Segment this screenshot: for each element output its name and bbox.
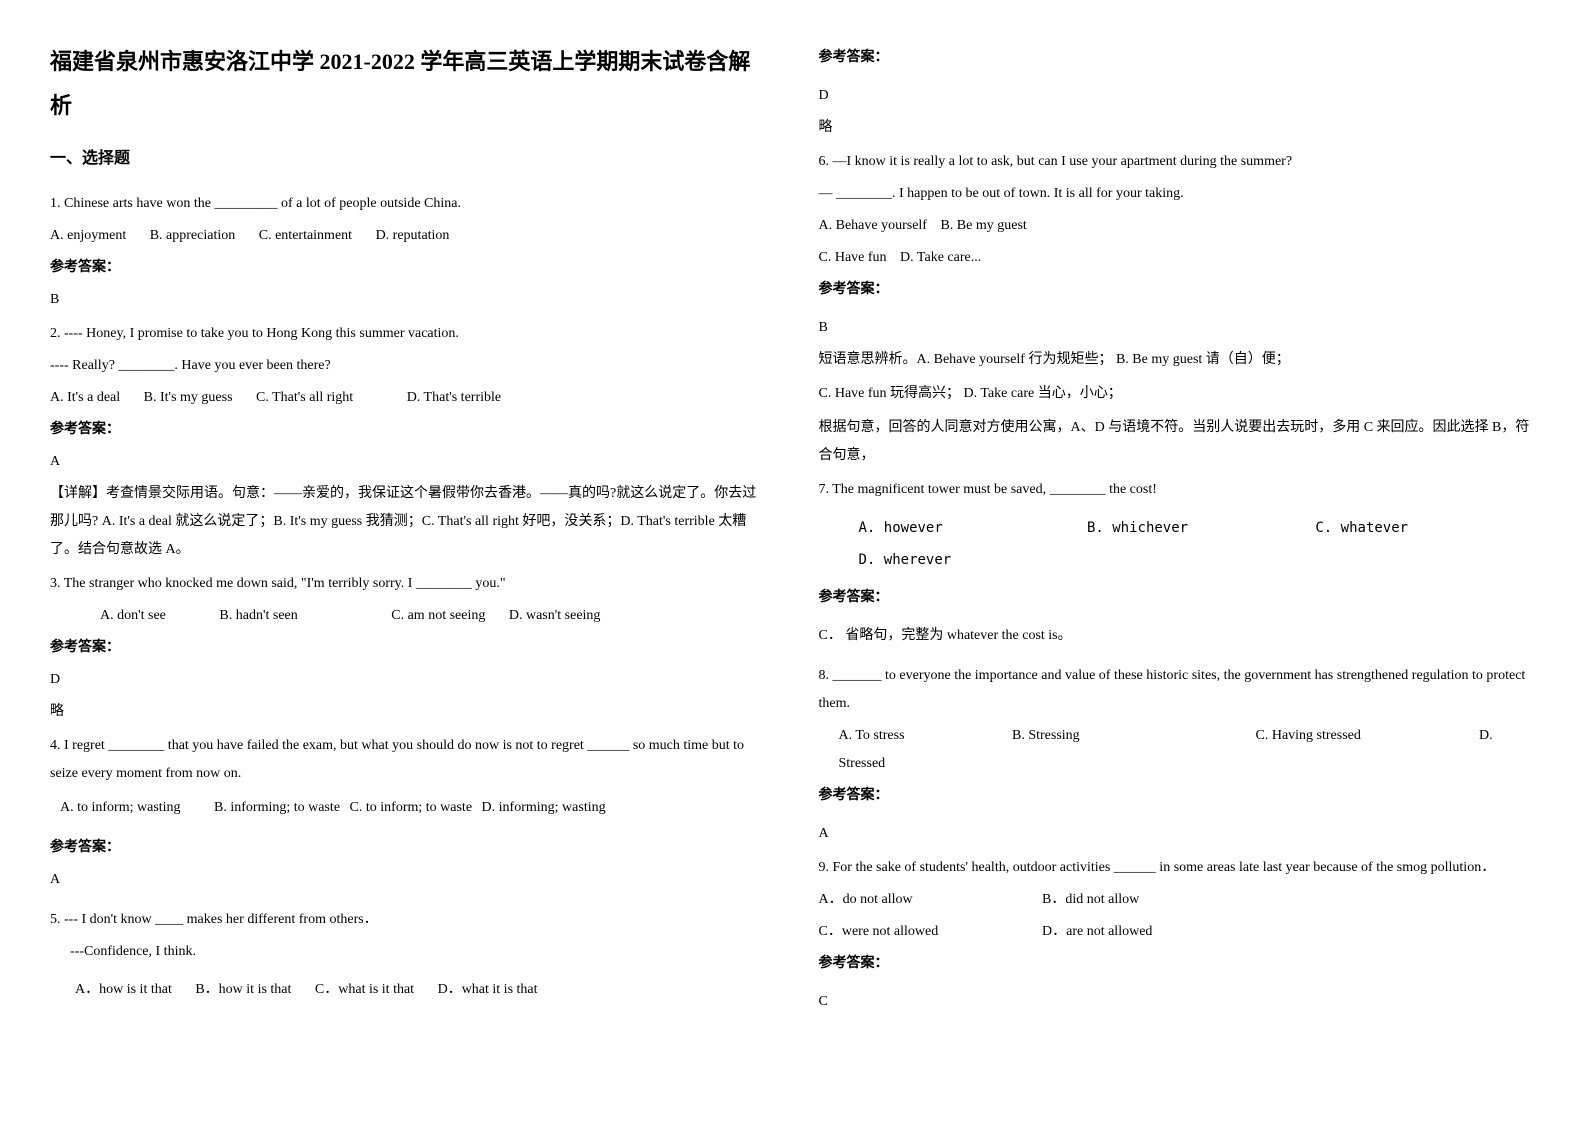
q9-options-row2: C．were not allowed D．are not allowed [819, 918, 1538, 946]
q8-opt-a: A. To stress [839, 722, 989, 750]
q9-opt-b: B．did not allow [1042, 892, 1139, 907]
q3-opt-a: A. don't see [100, 608, 166, 623]
q3-opt-b: B. hadn't seen [219, 608, 297, 623]
q3-opt-d: D. wasn't seeing [509, 608, 601, 623]
q4-answer: A [50, 866, 769, 894]
q1-answer: B [50, 286, 769, 314]
q3-explanation: 略 [50, 698, 769, 726]
q2-explanation: 【详解】考查情景交际用语。句意：——亲爱的，我保证这个暑假带你去香港。——真的吗… [50, 480, 769, 564]
q8-options: A. To stress B. Stressing C. Having stre… [819, 722, 1538, 778]
q2-answer: A [50, 448, 769, 476]
q6-explanation-l1: 短语意思辨析。A. Behave yourself 行为规矩些； B. Be m… [819, 346, 1538, 374]
q6-options-row2: C. Have fun D. Take care... [819, 244, 1538, 272]
q4-opt-c: C. to inform; to waste [350, 800, 473, 815]
q6-options-row1: A. Behave yourself B. Be my guest [819, 212, 1538, 240]
q8-opt-c: C. Having stressed [1256, 722, 1456, 750]
question-6: 6. —I know it is really a lot to ask, bu… [819, 148, 1538, 470]
question-4: 4. I regret ________ that you have faile… [50, 732, 769, 894]
q2-answer-label: 参考答案： [50, 416, 769, 444]
q8-answer: A [819, 820, 1538, 848]
right-top-answer-label: 参考答案： [819, 44, 1538, 72]
q4-opt-b: B. informing; to waste [214, 800, 340, 815]
question-3: 3. The stranger who knocked me down said… [50, 570, 769, 726]
q2-line1: 2. ---- Honey, I promise to take you to … [50, 320, 769, 348]
right-top-answer: D [819, 82, 1538, 110]
section-heading: 一、选择题 [50, 143, 769, 175]
q5-opt-c: C．what is it that [315, 982, 414, 997]
q6-line1: 6. —I know it is really a lot to ask, bu… [819, 148, 1538, 176]
q8-opt-b: B. Stressing [1012, 722, 1232, 750]
q3-answer-label: 参考答案： [50, 634, 769, 662]
q7-options-row2: D. wherever [819, 546, 1538, 574]
q5-opt-d: D．what it is that [438, 982, 538, 997]
question-9: 9. For the sake of students' health, out… [819, 854, 1538, 1016]
right-column: 参考答案： D 略 6. —I know it is really a lot … [819, 40, 1538, 1022]
q2-opt-b: B. It's my guess [144, 390, 233, 405]
question-7: 7. The magnificent tower must be saved, … [819, 476, 1538, 650]
q9-opt-d: D．are not allowed [1042, 924, 1152, 939]
q7-opt-b: B. whichever [1087, 514, 1287, 542]
q5-opt-a: A．how is it that [75, 982, 172, 997]
q9-answer: C [819, 988, 1538, 1016]
q5-line2: ---Confidence, I think. [50, 938, 769, 966]
q3-answer: D [50, 666, 769, 694]
q5-line1: 5. --- I don't know ____ makes her diffe… [50, 906, 769, 934]
q6-explanation-l2: C. Have fun 玩得高兴； D. Take care 当心，小心； [819, 380, 1538, 408]
q6-answer-label: 参考答案： [819, 276, 1538, 304]
q5-opt-b: B．how it is that [195, 982, 291, 997]
q7-answer-label: 参考答案： [819, 584, 1538, 612]
q1-opt-c: C. entertainment [259, 228, 352, 243]
q9-options-row1: A．do not allow B．did not allow [819, 886, 1538, 914]
q4-opt-d: D. informing; wasting [482, 800, 606, 815]
q1-answer-label: 参考答案： [50, 254, 769, 282]
question-8: 8. _______ to everyone the importance an… [819, 662, 1538, 848]
q3-opt-c: C. am not seeing [391, 608, 485, 623]
q6-explanation-l3: 根据句意，回答的人同意对方使用公寓，A、D 与语境不符。当别人说要出去玩时，多用… [819, 414, 1538, 470]
document-title: 福建省泉州市惠安洛江中学 2021-2022 学年高三英语上学期期末试卷含解析 [50, 40, 769, 128]
right-top-explanation: 略 [819, 114, 1538, 142]
q1-opt-d: D. reputation [376, 228, 450, 243]
q2-line2: ---- Really? ________. Have you ever bee… [50, 352, 769, 380]
q7-answer: C． 省略句，完整为 whatever the cost is。 [819, 622, 1538, 650]
q7-opt-a: A. however [859, 514, 1059, 542]
question-5: 5. --- I don't know ____ makes her diffe… [50, 906, 769, 1004]
q3-options: A. don't see B. hadn't seen C. am not se… [50, 602, 769, 630]
question-1: 1. Chinese arts have won the _________ o… [50, 190, 769, 314]
q6-opt-c: C. Have fun [819, 250, 887, 265]
q6-opt-d: D. Take care... [900, 250, 981, 265]
q6-opt-b: B. Be my guest [940, 218, 1026, 233]
q1-options: A. enjoyment B. appreciation C. entertai… [50, 222, 769, 250]
q2-opt-d: D. That's terrible [407, 390, 501, 405]
q2-opt-c: C. That's all right [256, 390, 353, 405]
q7-text: 7. The magnificent tower must be saved, … [819, 476, 1538, 504]
q7-opt-d: D. wherever [859, 552, 952, 568]
q3-text: 3. The stranger who knocked me down said… [50, 570, 769, 598]
q8-text: 8. _______ to everyone the importance an… [819, 662, 1538, 718]
q4-opt-a: A. to inform; wasting [60, 800, 181, 815]
q8-answer-label: 参考答案： [819, 782, 1538, 810]
q6-opt-a: A. Behave yourself [819, 218, 927, 233]
q7-opt-c: C. whatever [1315, 520, 1408, 536]
page-container: 福建省泉州市惠安洛江中学 2021-2022 学年高三英语上学期期末试卷含解析 … [50, 40, 1537, 1022]
q9-text: 9. For the sake of students' health, out… [819, 854, 1538, 882]
question-2: 2. ---- Honey, I promise to take you to … [50, 320, 769, 564]
q6-answer: B [819, 314, 1538, 342]
q2-opt-a: A. It's a deal [50, 390, 120, 405]
q9-opt-c: C．were not allowed [819, 918, 1019, 946]
q2-options: A. It's a deal B. It's my guess C. That'… [50, 384, 769, 412]
q4-text: 4. I regret ________ that you have faile… [50, 732, 769, 788]
q7-options-row1: A. however B. whichever C. whatever [819, 514, 1538, 542]
left-column: 福建省泉州市惠安洛江中学 2021-2022 学年高三英语上学期期末试卷含解析 … [50, 40, 769, 1022]
q1-opt-a: A. enjoyment [50, 228, 126, 243]
q6-line2: — ________. I happen to be out of town. … [819, 180, 1538, 208]
q1-opt-b: B. appreciation [150, 228, 236, 243]
q9-opt-a: A．do not allow [819, 886, 1019, 914]
q4-options: A. to inform; wasting B. informing; to w… [50, 794, 769, 822]
q1-text: 1. Chinese arts have won the _________ o… [50, 190, 769, 218]
q9-answer-label: 参考答案： [819, 950, 1538, 978]
q5-options: A．how is it that B．how it is that C．what… [50, 976, 769, 1004]
q4-answer-label: 参考答案： [50, 834, 769, 862]
